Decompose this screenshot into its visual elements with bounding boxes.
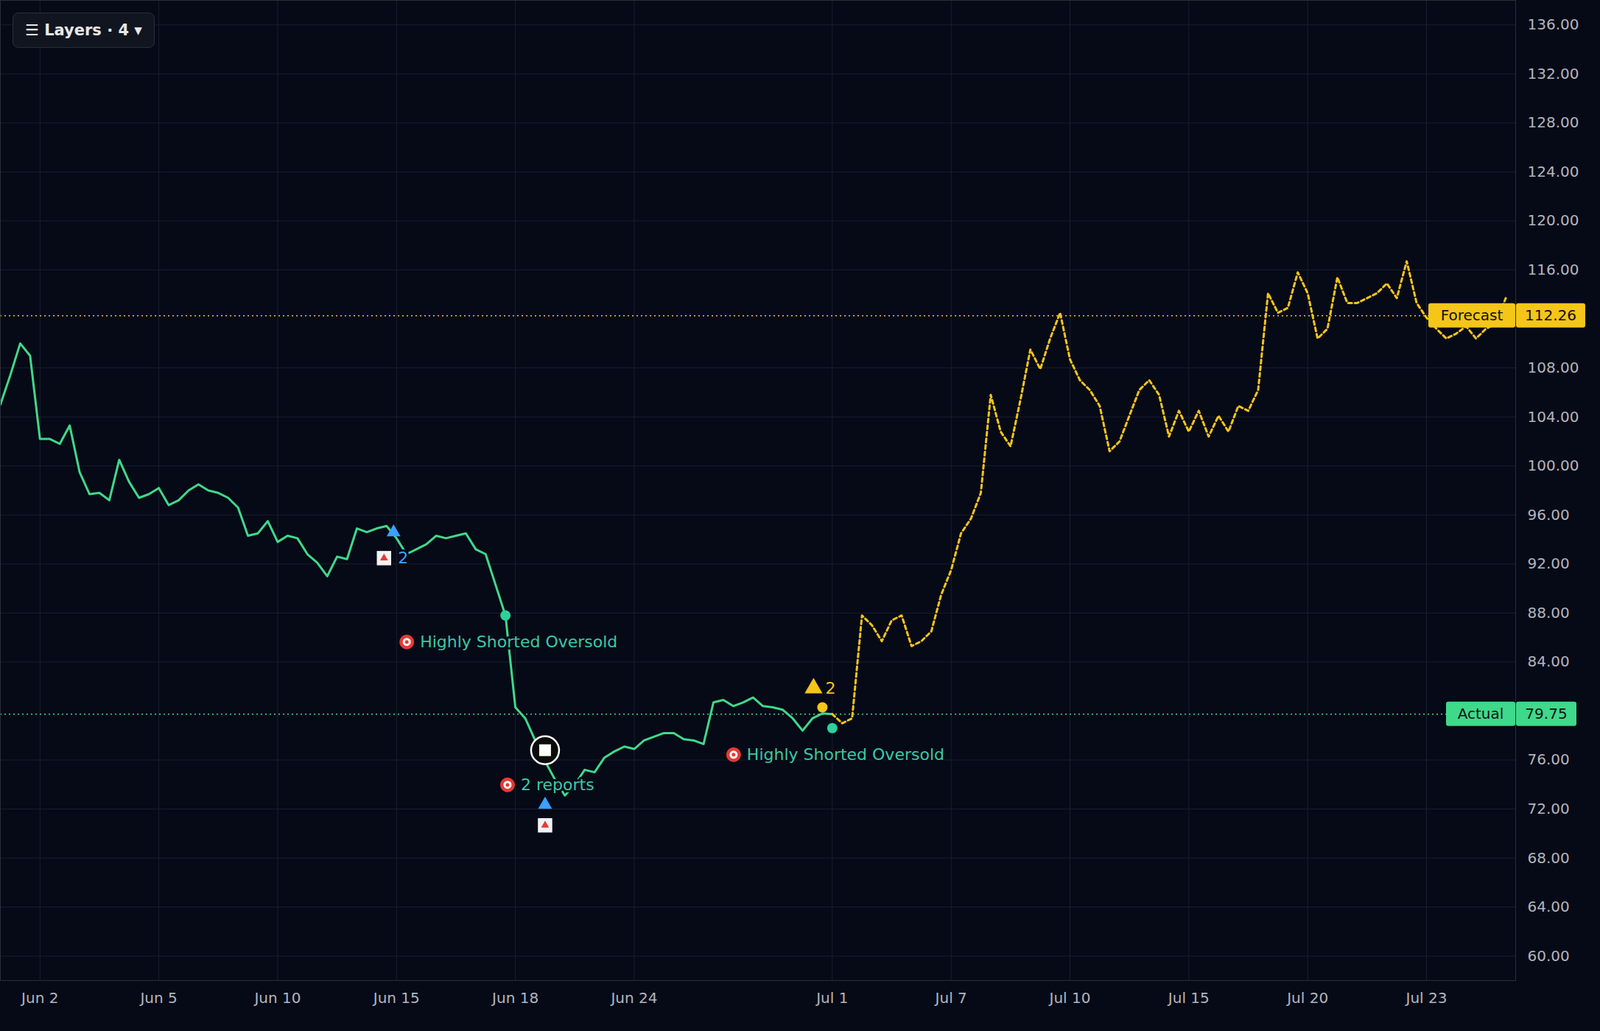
svg-text:104.00: 104.00 (1527, 408, 1580, 426)
svg-text:Jul 20: Jul 20 (1285, 989, 1329, 1007)
svg-text:Jun 10: Jun 10 (252, 989, 301, 1007)
svg-text:Jul 1: Jul 1 (814, 989, 848, 1007)
svg-text:88.00: 88.00 (1527, 604, 1570, 622)
svg-text:100.00: 100.00 (1527, 456, 1580, 475)
svg-text:84.00: 84.00 (1527, 652, 1570, 671)
svg-text:64.00: 64.00 (1527, 897, 1570, 916)
svg-text:72.00: 72.00 (1527, 800, 1570, 818)
svg-text:Jul 23: Jul 23 (1404, 989, 1448, 1007)
svg-text:Jul 15: Jul 15 (1166, 989, 1210, 1007)
svg-text:76.00: 76.00 (1527, 750, 1570, 769)
svg-text:2: 2 (825, 679, 836, 698)
svg-text:92.00: 92.00 (1527, 554, 1570, 573)
svg-text:108.00: 108.00 (1527, 358, 1580, 377)
svg-text:2: 2 (397, 548, 409, 568)
svg-text:Jun 2: Jun 2 (19, 989, 59, 1007)
svg-text:79.75: 79.75 (1524, 704, 1567, 723)
svg-text:Forecast: Forecast (1440, 306, 1504, 325)
svg-text:Highly Shorted Oversold: Highly Shorted Oversold (419, 632, 618, 652)
svg-text:68.00: 68.00 (1527, 849, 1570, 868)
svg-text:Jun 5: Jun 5 (138, 989, 177, 1007)
svg-text:Jul 7: Jul 7 (934, 989, 968, 1007)
svg-text:Jun 15: Jun 15 (372, 989, 420, 1007)
svg-text:96.00: 96.00 (1527, 506, 1570, 524)
svg-text:Highly Shorted Oversold: Highly Shorted Oversold (746, 745, 945, 764)
svg-text:116.00: 116.00 (1527, 260, 1580, 279)
svg-text:136.00: 136.00 (1527, 15, 1580, 34)
html-text:☰ Layers · 4 ▾: ☰ Layers · 4 ▾ (25, 21, 143, 40)
svg-text:Jun 24: Jun 24 (609, 989, 658, 1007)
svg-text:60.00: 60.00 (1527, 947, 1570, 966)
svg-text:2 reports: 2 reports (520, 775, 595, 795)
svg-text:Actual: Actual (1457, 704, 1505, 723)
svg-text:Jun 18: Jun 18 (490, 989, 539, 1007)
svg-text:128.00: 128.00 (1527, 113, 1580, 132)
svg-text:120.00: 120.00 (1527, 211, 1580, 230)
svg-text:132.00: 132.00 (1527, 64, 1580, 83)
svg-text:124.00: 124.00 (1527, 162, 1580, 181)
svg-text:112.26: 112.26 (1524, 306, 1577, 325)
svg-text:Jul 10: Jul 10 (1048, 989, 1091, 1007)
